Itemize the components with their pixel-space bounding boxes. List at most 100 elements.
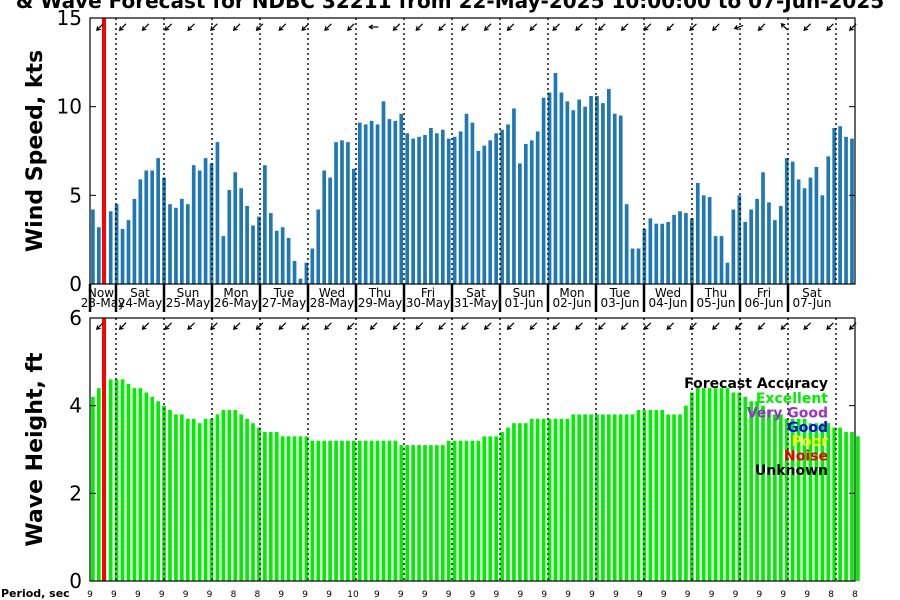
- period-value: 9: [326, 590, 332, 600]
- wind-bar: [666, 221, 670, 284]
- wind-bar: [197, 170, 202, 284]
- wave-bar: [856, 436, 860, 581]
- wind-bar: [571, 110, 576, 285]
- wind-bar: [274, 230, 279, 284]
- wave-bar: [654, 410, 659, 581]
- wave-bar: [844, 431, 848, 581]
- day-date-label: 02-Jun: [552, 296, 591, 310]
- wave-bar: [233, 410, 238, 581]
- wave-bar: [850, 431, 854, 581]
- direction-arrow: [575, 322, 583, 330]
- day-date-label: 23-May: [81, 296, 125, 310]
- y-tick-label: 0: [69, 272, 82, 296]
- wind-bar: [523, 143, 528, 284]
- wave-bar: [458, 440, 463, 581]
- period-value: 9: [183, 590, 189, 600]
- wind-bar: [340, 140, 344, 284]
- wave-bar: [322, 440, 327, 581]
- wave-bar: [695, 388, 700, 581]
- wave-bar: [274, 431, 279, 581]
- day-name-label: Tue: [609, 286, 631, 300]
- wind-bar: [174, 207, 178, 284]
- direction-arrow: [368, 24, 379, 30]
- wave-bar: [452, 440, 457, 581]
- day-name-label: Fri: [757, 286, 771, 300]
- wind-bar: [310, 248, 315, 284]
- wind-bar: [547, 92, 552, 284]
- wind-bar: [535, 131, 540, 284]
- wave-bar: [97, 388, 101, 581]
- wave-bar: [239, 414, 243, 581]
- wind-bar: [387, 119, 392, 284]
- wind-bar: [215, 142, 220, 284]
- day-date-label: 29-May: [358, 296, 402, 310]
- legend-item: Good: [787, 420, 828, 436]
- wave-bar: [838, 427, 842, 581]
- direction-arrow: [232, 23, 241, 31]
- wind-bar: [618, 115, 623, 284]
- wind-bar: [755, 198, 759, 284]
- wave-bar: [743, 396, 748, 581]
- wave-bar: [393, 440, 398, 581]
- wave-bar: [185, 418, 190, 581]
- direction-arrow: [506, 23, 515, 31]
- direction-arrow: [712, 322, 720, 330]
- wind-bar: [607, 88, 611, 285]
- day-date-label: 06-Jun: [744, 296, 783, 310]
- period-value: 9: [733, 590, 739, 600]
- wind-bar: [334, 142, 338, 284]
- direction-arrow: [415, 23, 424, 31]
- wave-bar: [731, 392, 736, 581]
- period-value: 9: [278, 590, 284, 600]
- wind-bar: [518, 163, 522, 284]
- wave-bar: [737, 392, 742, 581]
- wave-bar: [672, 414, 676, 581]
- wind-bar: [126, 220, 131, 284]
- wave-bar: [482, 436, 487, 581]
- wave-bar: [547, 418, 552, 581]
- wave-bar: [618, 414, 623, 581]
- wave-bar: [346, 440, 350, 581]
- wind-bar: [494, 133, 498, 284]
- period-value: 9: [494, 590, 500, 600]
- wind-bar: [778, 205, 783, 284]
- period-value: 9: [541, 590, 547, 600]
- y-tick-label: 0: [69, 569, 82, 593]
- period-value: 9: [446, 590, 452, 600]
- wind-bar: [263, 165, 267, 284]
- wind-bar: [298, 278, 303, 284]
- wave-bar: [778, 414, 783, 581]
- wind-bar: [138, 179, 143, 284]
- wind-bar: [316, 209, 321, 284]
- wind-bar: [541, 97, 546, 284]
- wave-bar: [648, 410, 653, 581]
- wind-bar: [346, 142, 350, 284]
- wind-bar: [363, 124, 368, 285]
- wind-bar: [832, 127, 837, 284]
- wind-bar: [529, 140, 534, 284]
- wave-bar: [352, 440, 356, 581]
- wave-bar: [375, 440, 380, 581]
- direction-arrow: [301, 23, 309, 31]
- wave-bar: [132, 388, 137, 581]
- wind-bar: [630, 248, 635, 284]
- wave-bar: [725, 388, 730, 581]
- wave-bar: [820, 423, 825, 581]
- wind-bar: [405, 133, 410, 284]
- wave-bar: [808, 423, 813, 581]
- wave-bar: [470, 440, 475, 581]
- y-tick-label: 15: [57, 6, 82, 30]
- wind-bar: [233, 172, 238, 284]
- direction-arrow: [164, 322, 173, 330]
- wave-bar: [304, 436, 309, 581]
- wave-bar: [488, 436, 493, 581]
- wind-bar: [642, 229, 647, 284]
- chart-title: & Wave Forecast for NDBC 32211 from 22-M…: [16, 0, 884, 13]
- wave-bar: [636, 410, 641, 581]
- day-date-label: 25-May: [166, 296, 210, 310]
- wave-y-axis-title: Wave Height, ft: [23, 352, 48, 547]
- wind-bar: [476, 151, 481, 284]
- direction-arrow: [164, 23, 173, 31]
- period-value: 9: [111, 590, 117, 600]
- wind-bar: [820, 195, 825, 284]
